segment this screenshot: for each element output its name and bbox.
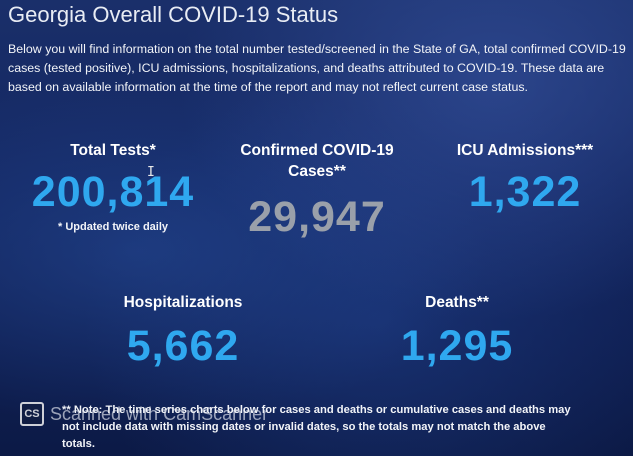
stat-deaths: Deaths** 1,295: [362, 292, 552, 369]
footnote-text: ** Note: The time series charts below fo…: [62, 404, 571, 450]
stat-total-tests-label: Total Tests*: [70, 142, 156, 159]
intro-text: Below you will find information on the t…: [8, 42, 626, 94]
stat-hospitalizations-value: 5,662: [126, 322, 240, 370]
stat-hospitalizations: Hospitalizations 5,662: [88, 292, 278, 369]
text-cursor-icon: I: [147, 165, 155, 180]
stat-icu-admissions: ICU Admissions*** 1,322: [430, 140, 620, 215]
stat-total-tests-note: * Updated twice daily: [57, 221, 169, 233]
watermark-text: Scanned with CamScanner: [50, 403, 269, 424]
camscanner-logo-icon: CS: [20, 402, 44, 426]
stat-hospitalizations-label: Hospitalizations: [123, 294, 243, 311]
stat-icu-admissions-label: ICU Admissions***: [456, 142, 594, 159]
page-title: Georgia Overall COVID-19 Status: [8, 2, 339, 27]
stat-icu-admissions-value: 1,322: [468, 168, 582, 216]
stat-confirmed-cases: Confirmed COVID-19 Cases** 29,947: [222, 140, 412, 240]
stat-confirmed-cases-value: 29,947: [248, 193, 386, 241]
stat-confirmed-cases-label: Confirmed COVID-19 Cases**: [240, 142, 394, 180]
camscanner-watermark: CS Scanned with CamScanner: [20, 402, 268, 426]
stat-deaths-value: 1,295: [400, 322, 514, 370]
stat-deaths-label: Deaths**: [425, 294, 489, 311]
stat-total-tests-value: 200,814: [31, 168, 195, 216]
stat-total-tests: Total Tests* 200,814 * Updated twice dai…: [18, 140, 208, 233]
